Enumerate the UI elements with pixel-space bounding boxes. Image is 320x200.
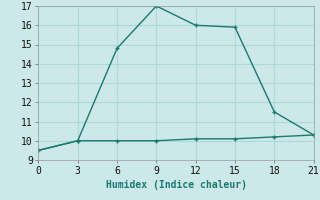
X-axis label: Humidex (Indice chaleur): Humidex (Indice chaleur) <box>106 180 246 190</box>
